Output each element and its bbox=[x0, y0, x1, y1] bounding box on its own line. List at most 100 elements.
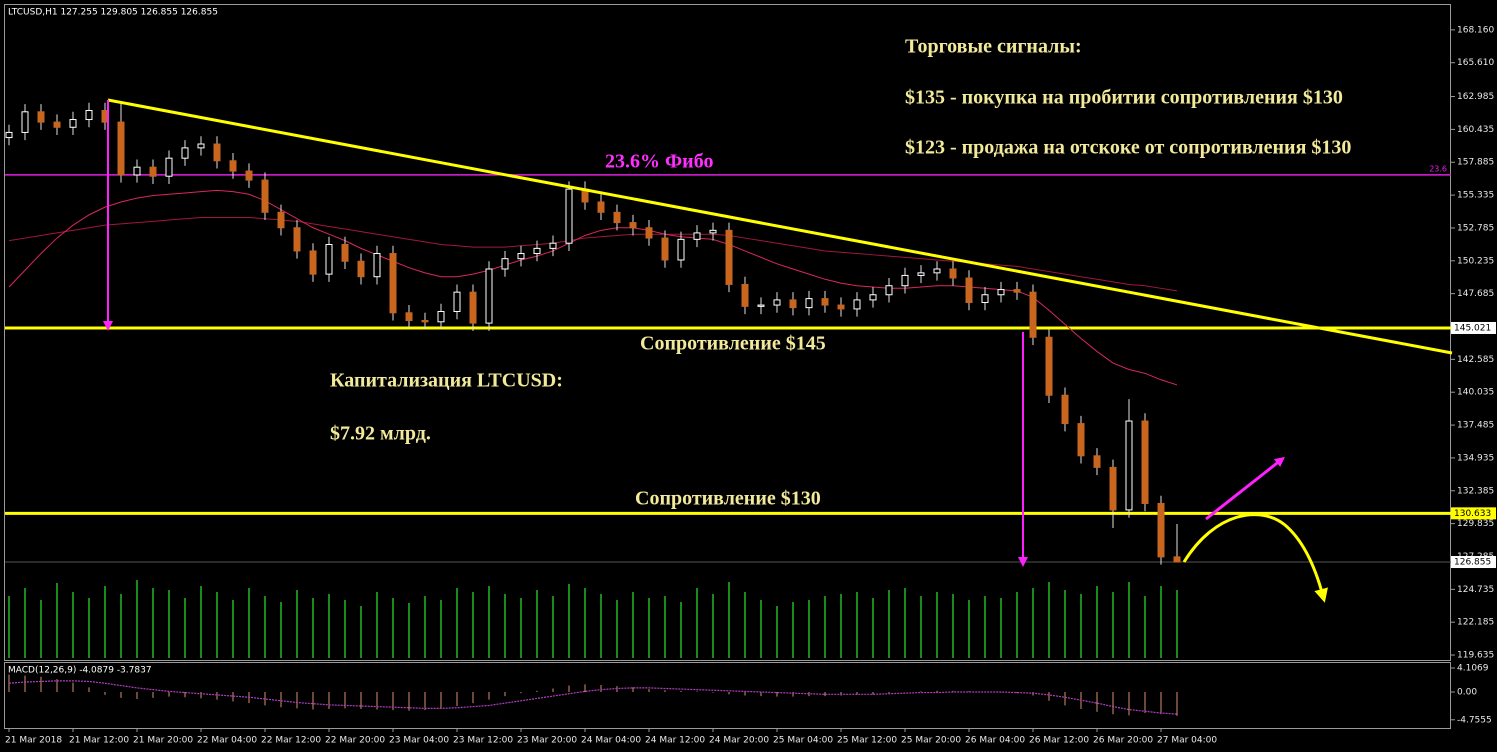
candle-body bbox=[149, 166, 157, 177]
candle-body bbox=[117, 121, 125, 176]
x-tick-label: 24 Mar 12:00 bbox=[645, 736, 705, 746]
candle-body bbox=[357, 260, 365, 278]
volume-layer bbox=[8, 580, 1178, 658]
candle-body bbox=[901, 274, 909, 287]
trend-line bbox=[107, 98, 1453, 355]
candle-body bbox=[1157, 502, 1165, 558]
candle-body bbox=[549, 242, 557, 249]
candle-body bbox=[37, 111, 45, 123]
candle-body bbox=[21, 111, 29, 133]
x-tick-label: 24 Mar 04:00 bbox=[581, 736, 641, 746]
candle-body bbox=[53, 121, 61, 128]
y-tick-label: 150.235 bbox=[1457, 256, 1494, 266]
buy-arrow bbox=[1205, 456, 1285, 521]
x-tick-label: 21 Mar 12:00 bbox=[69, 736, 129, 746]
annotation: 23.6% Фибо bbox=[605, 151, 713, 173]
x-tick-label: 22 Mar 20:00 bbox=[325, 736, 385, 746]
candle-body bbox=[949, 268, 957, 279]
candle-body bbox=[293, 227, 301, 252]
x-tick-label: 22 Mar 12:00 bbox=[261, 736, 321, 746]
macd-header: MACD(12,26,9) -4.0879 -3.7837 bbox=[8, 666, 152, 676]
x-tick-label: 24 Mar 20:00 bbox=[709, 736, 769, 746]
x-tick-label: 25 Mar 20:00 bbox=[901, 736, 961, 746]
candle-body bbox=[933, 268, 941, 274]
y-tick-label: 165.610 bbox=[1457, 58, 1494, 68]
candle-body bbox=[1093, 455, 1101, 468]
candle-body bbox=[885, 285, 893, 296]
y-tick-label: 155.335 bbox=[1457, 191, 1494, 201]
candle-body bbox=[741, 283, 749, 307]
candle-body bbox=[229, 160, 237, 172]
candle-body bbox=[613, 211, 621, 224]
x-tick-label: 25 Mar 04:00 bbox=[773, 736, 833, 746]
level-tag bbox=[1451, 321, 1496, 334]
y-tick-label: 152.785 bbox=[1457, 223, 1494, 233]
level-tag-label: 145.021 bbox=[1454, 323, 1491, 333]
candle-body bbox=[245, 170, 253, 181]
candle-body bbox=[773, 299, 781, 306]
candle-body bbox=[917, 272, 925, 276]
y-tick-label: 122.185 bbox=[1457, 618, 1494, 628]
y-tick-label: 119.635 bbox=[1457, 651, 1494, 661]
candle-body bbox=[1077, 423, 1085, 457]
candle-body bbox=[565, 188, 573, 244]
annotation: Сопротивление $145 bbox=[640, 333, 826, 355]
candle-body bbox=[389, 253, 397, 314]
candle-body bbox=[197, 143, 205, 149]
candle-body bbox=[725, 229, 733, 285]
candle-body bbox=[261, 179, 269, 213]
candle-body bbox=[517, 253, 525, 260]
candle-body bbox=[1045, 336, 1053, 396]
candle-body bbox=[133, 166, 141, 176]
macd-tick-label: 0.00 bbox=[1457, 687, 1477, 697]
candle-body bbox=[181, 147, 189, 159]
candle-body bbox=[997, 289, 1005, 296]
fibo-label: 23.6 bbox=[1429, 164, 1447, 173]
x-tick-label: 27 Mar 04:00 bbox=[1157, 736, 1217, 746]
x-tick-label: 21 Mar 20:00 bbox=[133, 736, 193, 746]
candle-body bbox=[805, 298, 813, 309]
annotation: $135 - покупка на пробитии сопротивления… bbox=[905, 87, 1343, 109]
x-tick-label: 23 Mar 04:00 bbox=[389, 736, 449, 746]
candle-body bbox=[341, 244, 349, 262]
x-tick-label: 23 Mar 20:00 bbox=[517, 736, 577, 746]
candle-body bbox=[1141, 420, 1149, 504]
annotation: Сопротивление $130 bbox=[635, 488, 821, 510]
macd-panel-frame bbox=[4, 662, 1451, 729]
macd-signal bbox=[8, 680, 1178, 715]
candle-body bbox=[869, 294, 877, 301]
y-tick-label: 157.885 bbox=[1457, 158, 1494, 168]
candle-body bbox=[645, 227, 653, 239]
candle-body bbox=[853, 299, 861, 310]
candle-body bbox=[981, 294, 989, 303]
candle-body bbox=[1013, 289, 1021, 293]
x-tick-label: 26 Mar 04:00 bbox=[965, 736, 1025, 746]
candle-body bbox=[837, 304, 845, 310]
candle-body bbox=[533, 247, 541, 255]
candle-body bbox=[629, 222, 637, 229]
candle-body bbox=[789, 299, 797, 309]
candle-body bbox=[469, 291, 477, 324]
x-tick-label: 23 Mar 12:00 bbox=[453, 736, 513, 746]
annotation: $123 - продажа на отскоке от сопротивлен… bbox=[905, 137, 1351, 159]
x-tick-label: 25 Mar 12:00 bbox=[837, 736, 897, 746]
candle-body bbox=[677, 238, 685, 261]
level-tag bbox=[1451, 507, 1496, 520]
candle-body bbox=[277, 211, 285, 229]
annotation: Торговые сигналы: bbox=[905, 36, 1082, 58]
last-price-label: 126.855 bbox=[1454, 558, 1491, 568]
candle-body bbox=[1061, 394, 1069, 425]
candle-body bbox=[453, 291, 461, 312]
candle-body bbox=[5, 131, 13, 139]
candle-body bbox=[965, 277, 973, 303]
candle-body bbox=[821, 298, 829, 306]
x-tick-label: 21 Mar 2018 bbox=[5, 736, 62, 746]
chart-header: LTCUSD,H1 127.255 129.805 126.855 126.85… bbox=[8, 8, 218, 18]
candle-body bbox=[1125, 420, 1133, 511]
candle-body bbox=[661, 237, 669, 261]
y-tick-label: 124.735 bbox=[1457, 585, 1494, 595]
price-layer bbox=[5, 101, 1451, 565]
candle-body bbox=[597, 201, 605, 213]
